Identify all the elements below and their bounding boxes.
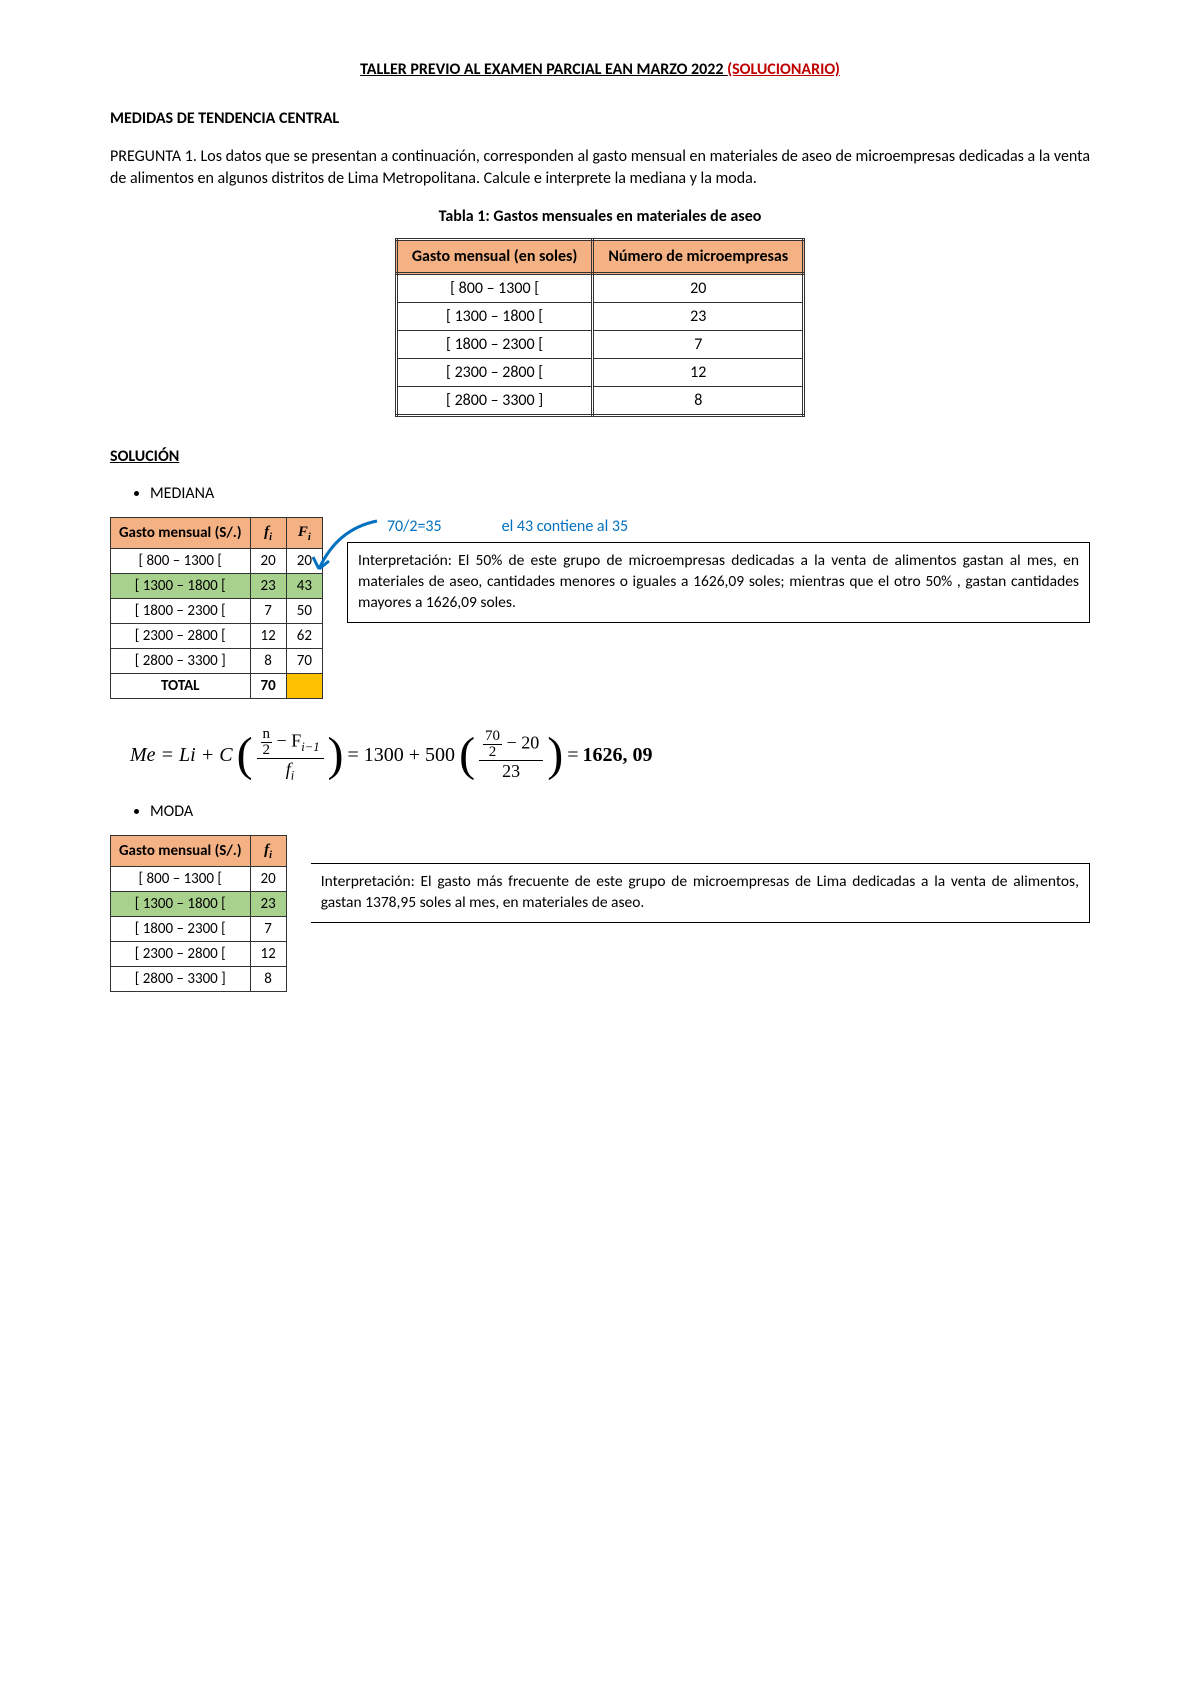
annotation-calc: 70/2=35: [387, 517, 442, 536]
table-cell: 23: [250, 891, 286, 916]
question-text: PREGUNTA 1. Los datos que se presentan a…: [110, 146, 1090, 189]
table1-header: Número de microempresas: [593, 240, 804, 274]
table-cell: 8: [250, 649, 286, 674]
annotation-wrap: 70/2=35 el 43 contiene al 35 Interpretac…: [347, 517, 1090, 623]
table-cell: [ 800 – 1300 [: [396, 274, 593, 303]
table-cell: [ 1300 – 1800 [: [111, 574, 251, 599]
table1: Gasto mensual (en soles) Número de micro…: [395, 238, 805, 417]
annotation-contains: el 43 contiene al 35: [502, 517, 628, 536]
bullet-mediana: MEDIANA: [150, 484, 1090, 503]
table-cell: 20: [250, 549, 286, 574]
table-cell: 8: [593, 387, 804, 416]
table-cell: 20: [250, 866, 286, 891]
table-cell: [ 1300 – 1800 [: [396, 303, 593, 331]
table2-header: fi: [250, 518, 286, 549]
section-heading: MEDIDAS DE TENDENCIA CENTRAL: [110, 109, 1090, 128]
table-cell: 7: [250, 916, 286, 941]
table2-gold-cell: [286, 674, 322, 699]
table-cell: 12: [250, 941, 286, 966]
table-cell: 23: [593, 303, 804, 331]
bullet-list: MEDIANA: [110, 484, 1090, 503]
table2-header: Fi: [286, 518, 322, 549]
table3-header: fi: [250, 835, 286, 866]
table-cell: 43: [286, 574, 322, 599]
table3-moda: Gasto mensual (S/.) fi [ 800 – 1300 [20[…: [110, 835, 287, 992]
table2-header: Gasto mensual (S/.): [111, 518, 251, 549]
table-cell: 23: [250, 574, 286, 599]
title-red: (SOLUCIONARIO): [727, 60, 840, 79]
table-cell: [ 2800 – 3300 ]: [396, 387, 593, 416]
page-title: TALLER PREVIO AL EXAMEN PARCIAL EAN MARZ…: [110, 60, 1090, 79]
table-cell: [ 2300 – 2800 [: [111, 941, 251, 966]
table-cell: 70: [286, 649, 322, 674]
table3-header: Gasto mensual (S/.): [111, 835, 251, 866]
table-cell: [ 1800 – 2300 [: [396, 331, 593, 359]
interpretation-moda: Interpretación: El gasto más frecuente d…: [311, 863, 1090, 923]
title-main: TALLER PREVIO AL EXAMEN PARCIAL EAN MARZ…: [360, 60, 727, 79]
table2-total-label: TOTAL: [111, 674, 251, 699]
table-cell: 12: [593, 359, 804, 387]
table2-total-val: 70: [250, 674, 286, 699]
table-cell: [ 1300 – 1800 [: [111, 891, 251, 916]
table2-mediana: Gasto mensual (S/.) fi Fi [ 800 – 1300 […: [110, 517, 323, 699]
table-cell: 7: [593, 331, 804, 359]
interpretation-mediana: Interpretación: El 50% de este grupo de …: [347, 542, 1090, 623]
table-cell: 7: [250, 599, 286, 624]
table-cell: [ 2800 – 3300 ]: [111, 649, 251, 674]
table-cell: 20: [286, 549, 322, 574]
table-cell: [ 800 – 1300 [: [111, 549, 251, 574]
mediana-row: Gasto mensual (S/.) fi Fi [ 800 – 1300 […: [110, 517, 1090, 699]
table-cell: [ 2800 – 3300 ]: [111, 966, 251, 991]
table-cell: 62: [286, 624, 322, 649]
bullet-moda: MODA: [150, 802, 1090, 821]
table-cell: 12: [250, 624, 286, 649]
table1-caption: Tabla 1: Gastos mensuales en materiales …: [110, 207, 1090, 226]
table1-header: Gasto mensual (en soles): [396, 240, 593, 274]
bullet-list-moda: MODA: [110, 802, 1090, 821]
table-cell: 20: [593, 274, 804, 303]
table-cell: [ 2300 – 2800 [: [396, 359, 593, 387]
table-cell: [ 1800 – 2300 [: [111, 599, 251, 624]
annotation-top: 70/2=35 el 43 contiene al 35: [387, 517, 1090, 536]
solution-label: SOLUCIÓN: [110, 447, 1090, 466]
moda-row: Gasto mensual (S/.) fi [ 800 – 1300 [20[…: [110, 835, 1090, 992]
table-cell: [ 800 – 1300 [: [111, 866, 251, 891]
table-cell: [ 1800 – 2300 [: [111, 916, 251, 941]
formula-mediana: Me = Li + C ( n2 − Fi−1 fi ) = 1300 + 50…: [130, 727, 1090, 784]
table-cell: [ 2300 – 2800 [: [111, 624, 251, 649]
table-cell: 8: [250, 966, 286, 991]
table-cell: 50: [286, 599, 322, 624]
